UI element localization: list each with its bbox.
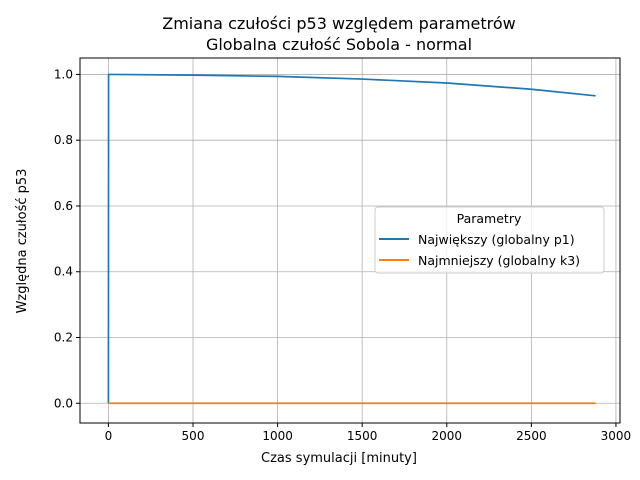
- x-tick-label: 0: [105, 429, 113, 443]
- x-axis-label: Czas symulacji [minuty]: [261, 451, 417, 466]
- y-tick-label: 0.6: [54, 199, 73, 213]
- y-tick-label: 0.8: [54, 133, 73, 147]
- x-tick-label: 500: [182, 429, 205, 443]
- legend-title: Parametry: [457, 211, 522, 226]
- legend-label-k3: Najmniejszy (globalny k3): [418, 253, 580, 268]
- legend-label-p1: Największy (globalny p1): [418, 232, 575, 247]
- y-tick-label: 1.0: [54, 67, 73, 81]
- x-tick-label: 2000: [431, 429, 462, 443]
- chart-title-line1: Zmiana czułości p53 względem parametrów: [162, 14, 516, 33]
- y-tick-label: 0.2: [54, 331, 73, 345]
- y-axis-label: Względna czułość p53: [15, 169, 30, 314]
- plot-lines: [107, 73, 596, 405]
- x-tick-label: 3000: [601, 429, 632, 443]
- series-line-p1: [107, 73, 596, 404]
- y-tick-label: 0.0: [54, 396, 73, 410]
- ticks: 0 500 1000 1500 2000 2500 3000 0.0 0.2 0.4 0.6 0.8 1…: [54, 67, 631, 443]
- legend: Parametry Największy (globalny p1) Najmn…: [374, 206, 605, 274]
- chart-title-line2: Globalna czułość Sobola - normal: [206, 35, 472, 54]
- y-tick-label: 0.4: [54, 265, 73, 279]
- x-tick-label: 1000: [262, 429, 293, 443]
- plot-frame: [79, 57, 621, 424]
- x-tick-label: 1500: [347, 429, 378, 443]
- legend-box: [374, 206, 605, 274]
- x-tick-label: 2500: [516, 429, 547, 443]
